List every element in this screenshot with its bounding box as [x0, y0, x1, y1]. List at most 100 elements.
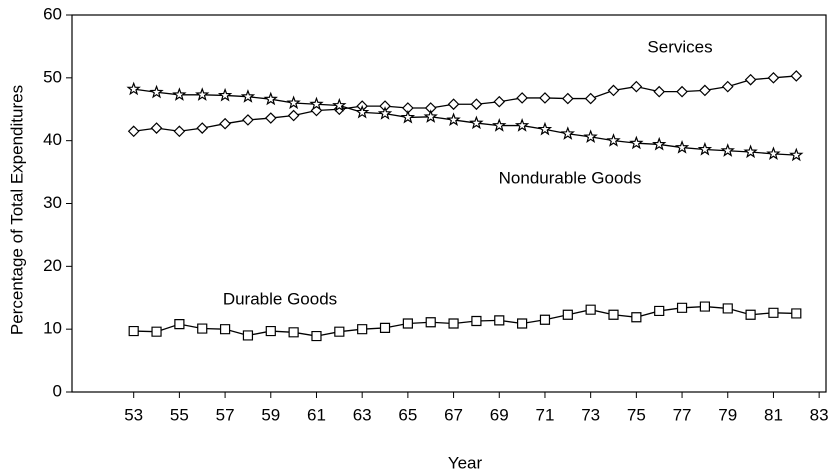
- marker: [790, 70, 803, 82]
- marker: [332, 97, 347, 112]
- marker: [676, 302, 688, 313]
- marker: [607, 84, 620, 97]
- marker: [494, 315, 505, 326]
- marker: [744, 73, 757, 86]
- marker: [791, 308, 802, 319]
- marker: [127, 125, 140, 138]
- marker: [721, 80, 734, 93]
- marker: [674, 140, 690, 154]
- marker: [446, 112, 461, 127]
- marker: [288, 327, 299, 338]
- marker: [630, 80, 643, 93]
- marker: [608, 309, 619, 320]
- x-tick-label: 81: [764, 405, 783, 424]
- x-tick-label: 73: [581, 405, 600, 424]
- marker: [699, 301, 711, 312]
- x-tick-label: 53: [124, 405, 143, 424]
- marker: [517, 318, 528, 329]
- marker: [766, 146, 781, 160]
- marker: [539, 314, 551, 325]
- y-tick-label: 10: [43, 319, 62, 338]
- marker: [699, 84, 711, 97]
- marker: [128, 325, 139, 337]
- marker: [242, 114, 254, 126]
- marker: [219, 324, 231, 335]
- x-tick-label: 67: [444, 405, 463, 424]
- marker: [585, 304, 596, 315]
- marker: [539, 92, 551, 104]
- marker: [469, 115, 484, 130]
- y-tick-label: 60: [43, 4, 62, 23]
- x-tick-label: 57: [216, 405, 235, 424]
- marker: [172, 87, 187, 101]
- x-tick-label: 61: [307, 405, 326, 424]
- annotation: Durable Goods: [223, 289, 337, 308]
- y-axis-label: Percentage of Total Expenditures: [7, 85, 26, 335]
- marker: [197, 323, 208, 334]
- annotation: Services: [647, 37, 712, 56]
- marker: [265, 325, 276, 337]
- marker: [219, 117, 231, 130]
- marker: [629, 135, 644, 150]
- marker: [149, 84, 164, 99]
- marker: [240, 89, 256, 103]
- x-tick-label: 65: [398, 405, 417, 424]
- marker: [768, 307, 779, 318]
- y-tick-label: 20: [43, 256, 62, 275]
- marker: [150, 122, 163, 134]
- plot-frame: [71, 14, 827, 393]
- marker: [357, 324, 368, 335]
- marker: [631, 312, 642, 323]
- marker: [652, 136, 667, 151]
- marker: [653, 85, 666, 98]
- marker: [309, 96, 324, 111]
- marker: [287, 109, 300, 122]
- marker: [126, 81, 141, 96]
- x-tick-label: 55: [170, 405, 189, 424]
- marker: [561, 92, 574, 105]
- series-line: [133, 75, 797, 132]
- x-tick-label: 59: [261, 405, 280, 424]
- marker: [242, 330, 254, 341]
- x-tick-label: 75: [627, 405, 646, 424]
- x-tick-label: 77: [673, 405, 692, 424]
- marker: [560, 126, 575, 140]
- marker: [400, 109, 416, 124]
- x-tick-label: 71: [536, 405, 555, 424]
- marker: [311, 330, 322, 342]
- y-tick-label: 0: [53, 381, 62, 400]
- marker: [174, 319, 185, 330]
- marker: [537, 121, 553, 136]
- marker: [516, 92, 528, 104]
- x-tick-label: 79: [718, 405, 737, 424]
- marker: [745, 309, 756, 320]
- marker: [425, 317, 436, 328]
- marker: [470, 98, 483, 111]
- marker: [354, 104, 370, 119]
- marker: [196, 122, 209, 134]
- marker: [377, 106, 393, 120]
- marker: [720, 143, 735, 157]
- marker: [789, 147, 804, 162]
- marker: [423, 109, 438, 123]
- marker: [173, 125, 186, 138]
- marker: [402, 318, 413, 329]
- marker: [151, 326, 162, 337]
- x-tick-label: 63: [353, 405, 372, 424]
- marker: [584, 92, 597, 105]
- x-tick-label: 83: [810, 405, 829, 424]
- series-line: [133, 305, 797, 337]
- marker: [722, 303, 733, 314]
- y-tick-label: 40: [43, 130, 62, 149]
- marker: [562, 309, 573, 320]
- x-axis-label: Year: [448, 453, 483, 472]
- marker: [514, 118, 530, 132]
- marker: [379, 322, 391, 334]
- marker: [767, 71, 780, 84]
- marker: [606, 133, 621, 147]
- marker: [263, 91, 278, 106]
- x-tick-label: 69: [490, 405, 509, 424]
- marker: [492, 118, 507, 132]
- y-tick-label: 50: [43, 67, 62, 86]
